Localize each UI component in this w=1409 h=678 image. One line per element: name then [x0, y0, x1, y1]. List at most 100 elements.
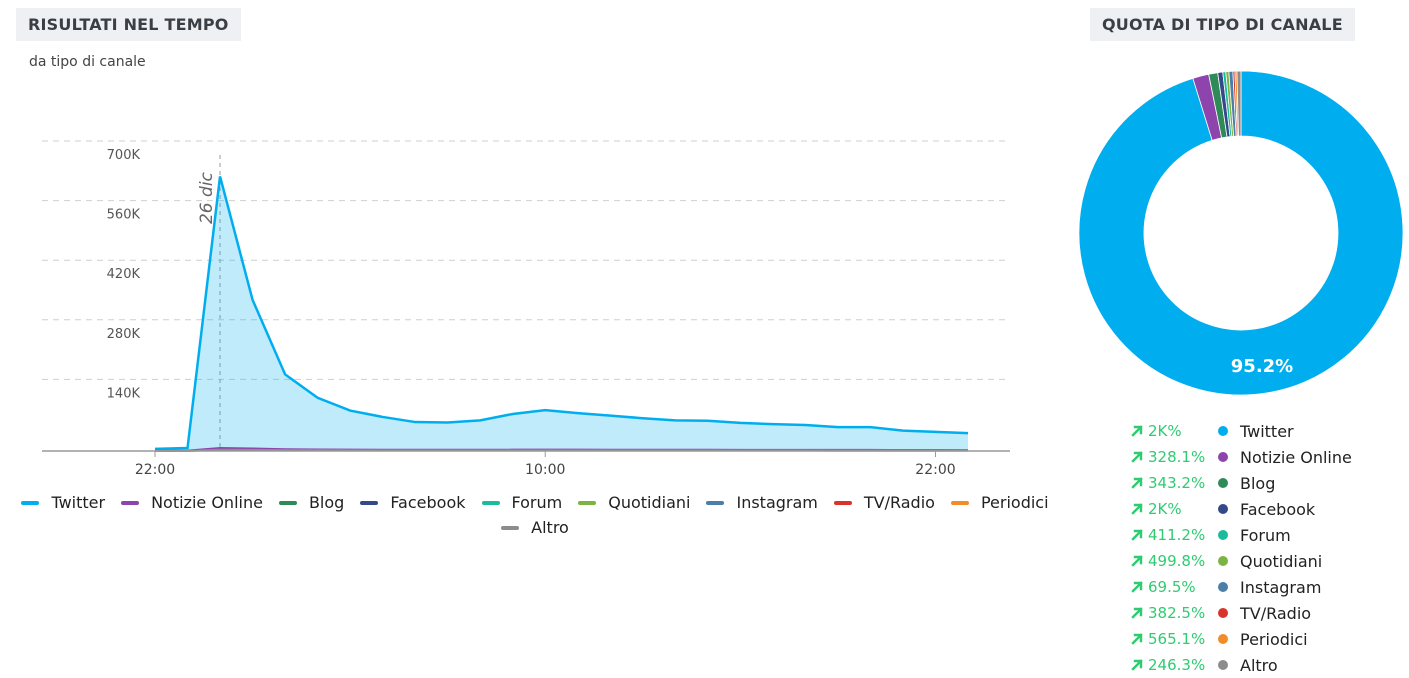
change-value: 499.8% [1148, 552, 1206, 570]
arrow-up-right-icon [1131, 451, 1143, 463]
change-indicator: 343.2% [1130, 474, 1218, 492]
channel-share-legend: 2K% Twitter 328.1% Notizie Online 343.2% Blog… [1130, 418, 1352, 678]
share-legend-row[interactable]: 343.2% Blog [1130, 470, 1352, 496]
legend-swatch [360, 500, 379, 505]
annotation-label: 26 dic [197, 171, 217, 224]
x-tick-label: 10:00 [525, 462, 565, 478]
legend-item-altro[interactable]: Altro [501, 518, 569, 537]
series-area-twitter [155, 176, 968, 451]
arrow-up-right-icon [1131, 503, 1143, 515]
donut-chart: 95.2% [1078, 70, 1404, 396]
legend-label: Blog [308, 493, 345, 512]
legend-label: Periodici [980, 493, 1049, 512]
line-chart: 140K 280K 420K 560K 700K 26 dic 22:00 10:00 22:0… [42, 140, 1010, 478]
donut-slice-twitter[interactable] [1078, 70, 1404, 396]
legend-label: Instagram [736, 493, 818, 512]
chart-subtitle: da tipo di canale [29, 54, 146, 70]
change-value: 382.5% [1148, 604, 1206, 622]
y-tick-label: 420K [107, 267, 141, 282]
legend-label: Forum [1240, 525, 1291, 545]
legend-swatch [833, 500, 852, 505]
share-legend-row[interactable]: 499.8% Quotidiani [1130, 548, 1352, 574]
share-legend-row[interactable]: 382.5% TV/Radio [1130, 600, 1352, 626]
change-indicator: 2K% [1130, 500, 1218, 518]
change-indicator: 246.3% [1130, 656, 1218, 674]
change-value: 2K% [1148, 422, 1182, 440]
change-value: 69.5% [1148, 578, 1196, 596]
legend-label: Facebook [390, 493, 466, 512]
channel-share-title: QUOTA DI TIPO DI CANALE [1090, 8, 1355, 41]
legend-label: Altro [1240, 655, 1278, 675]
y-tick-label: 700K [107, 148, 141, 163]
legend-label: TV/Radio [1240, 603, 1312, 623]
legend-dot [1218, 530, 1228, 540]
change-indicator: 69.5% [1130, 578, 1218, 596]
change-value: 411.2% [1148, 526, 1206, 544]
legend-dot [1218, 556, 1228, 566]
legend-item-facebook[interactable]: Facebook [360, 493, 466, 512]
share-legend-row[interactable]: 565.1% Periodici [1130, 626, 1352, 652]
legend-label: Notizie Online [1240, 447, 1352, 467]
donut-slice-label: 95.2% [1231, 356, 1293, 377]
y-tick-label: 140K [107, 386, 141, 401]
legend-item-quotidiani[interactable]: Quotidiani [578, 493, 690, 512]
change-indicator: 2K% [1130, 422, 1218, 440]
legend-dot [1218, 504, 1228, 514]
share-legend-row[interactable]: 246.3% Altro [1130, 652, 1352, 678]
change-indicator: 328.1% [1130, 448, 1218, 466]
change-indicator: 565.1% [1130, 630, 1218, 648]
legend-swatch [578, 500, 597, 505]
share-legend-row[interactable]: 2K% Twitter [1130, 418, 1352, 444]
change-indicator: 382.5% [1130, 604, 1218, 622]
legend-label: Blog [1240, 473, 1276, 493]
legend-dot [1218, 582, 1228, 592]
legend-label: Periodici [1240, 629, 1308, 649]
legend-item-twitter[interactable]: Twitter [21, 493, 105, 512]
donut-slice-altro[interactable] [1236, 70, 1242, 137]
legend-label: Quotidiani [1240, 551, 1323, 571]
arrow-up-right-icon [1131, 529, 1143, 541]
share-legend-row[interactable]: 2K% Facebook [1130, 496, 1352, 522]
change-value: 328.1% [1148, 448, 1206, 466]
legend-swatch [21, 500, 40, 505]
legend-swatch [706, 500, 725, 505]
series-line-twitter[interactable] [154, 176, 969, 451]
legend-item-tv-radio[interactable]: TV/Radio [833, 493, 935, 512]
share-legend-row[interactable]: 328.1% Notizie Online [1130, 444, 1352, 470]
change-value: 2K% [1148, 500, 1182, 518]
legend-label: TV/Radio [863, 493, 935, 512]
legend-item-notizie-online[interactable]: Notizie Online [121, 493, 263, 512]
change-indicator: 411.2% [1130, 526, 1218, 544]
arrow-up-right-icon [1131, 659, 1143, 671]
legend-label: Instagram [1240, 577, 1322, 597]
legend-label: Notizie Online [151, 493, 263, 512]
legend-dot [1218, 426, 1228, 436]
legend-swatch [950, 500, 969, 505]
line-chart-legend: Twitter Notizie Online Blog Facebook Forum Qu… [0, 493, 1070, 537]
legend-dot [1218, 634, 1228, 644]
legend-item-blog[interactable]: Blog [278, 493, 345, 512]
legend-item-instagram[interactable]: Instagram [706, 493, 818, 512]
x-tick-label: 22:00 [135, 462, 175, 478]
legend-label: Facebook [1240, 499, 1316, 519]
legend-swatch [121, 500, 140, 505]
arrow-up-right-icon [1131, 555, 1143, 567]
legend-item-periodici[interactable]: Periodici [950, 493, 1049, 512]
legend-label: Twitter [1240, 421, 1294, 441]
share-legend-row[interactable]: 69.5% Instagram [1130, 574, 1352, 600]
x-tick-label: 22:00 [915, 462, 955, 478]
legend-label: Altro [531, 518, 569, 537]
legend-dot [1218, 478, 1228, 488]
legend-label: Forum [511, 493, 563, 512]
legend-swatch [278, 500, 297, 505]
legend-item-forum[interactable]: Forum [481, 493, 563, 512]
change-value: 343.2% [1148, 474, 1206, 492]
change-value: 565.1% [1148, 630, 1206, 648]
arrow-up-right-icon [1131, 477, 1143, 489]
legend-label: Twitter [51, 493, 106, 512]
arrow-up-right-icon [1131, 425, 1143, 437]
legend-dot [1218, 452, 1228, 462]
change-value: 246.3% [1148, 656, 1206, 674]
legend-dot [1218, 660, 1228, 670]
share-legend-row[interactable]: 411.2% Forum [1130, 522, 1352, 548]
